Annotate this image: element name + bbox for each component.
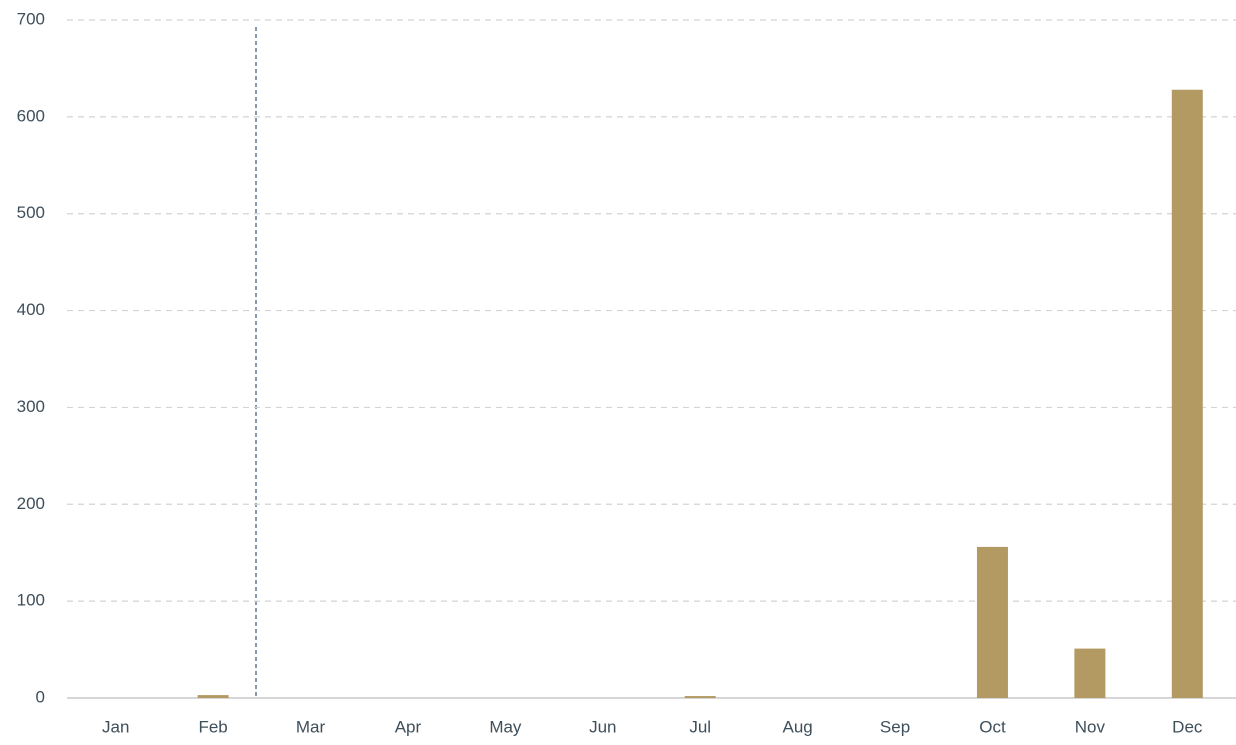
y-tick-label: 0 bbox=[36, 687, 45, 706]
y-tick-label: 100 bbox=[17, 591, 45, 610]
bar bbox=[976, 546, 1008, 698]
bar bbox=[1171, 89, 1203, 699]
x-tick-label: Feb bbox=[198, 717, 227, 736]
y-tick-label: 200 bbox=[17, 494, 45, 513]
x-tick-label: Aug bbox=[783, 717, 813, 736]
y-tick-label: 300 bbox=[17, 397, 45, 416]
y-tick-label: 700 bbox=[17, 9, 45, 28]
y-tick-label: 500 bbox=[17, 203, 45, 222]
x-tick-label: Jan bbox=[102, 717, 129, 736]
x-tick-label: May bbox=[489, 717, 522, 736]
x-tick-label: Oct bbox=[979, 717, 1006, 736]
bar bbox=[197, 695, 229, 698]
x-tick-label: Sep bbox=[880, 717, 910, 736]
x-tick-label: Apr bbox=[395, 717, 422, 736]
y-tick-label: 400 bbox=[17, 300, 45, 319]
x-tick-label: Jul bbox=[689, 717, 711, 736]
x-tick-label: Dec bbox=[1172, 717, 1203, 736]
y-tick-label: 600 bbox=[17, 106, 45, 125]
x-tick-label: Nov bbox=[1075, 717, 1106, 736]
x-tick-label: Mar bbox=[296, 717, 326, 736]
bar bbox=[684, 696, 716, 698]
x-tick-label: Jun bbox=[589, 717, 616, 736]
bar bbox=[1074, 648, 1106, 698]
